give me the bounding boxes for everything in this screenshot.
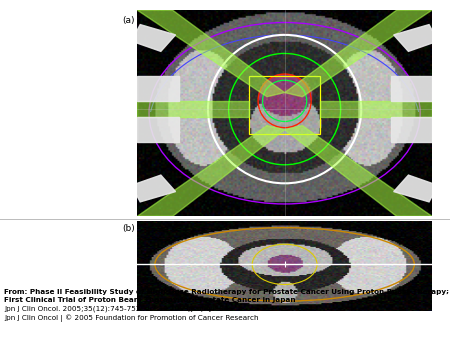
Text: From: Phase II Feasibility Study of High-Dose Radiotherapy for Prostate Cancer U: From: Phase II Feasibility Study of High… xyxy=(4,289,450,295)
Text: (b): (b) xyxy=(122,224,135,233)
Polygon shape xyxy=(137,76,179,101)
Polygon shape xyxy=(391,117,432,142)
Polygon shape xyxy=(137,126,284,216)
Polygon shape xyxy=(394,25,438,51)
Polygon shape xyxy=(284,10,432,97)
Polygon shape xyxy=(320,101,432,117)
Polygon shape xyxy=(137,10,284,97)
Polygon shape xyxy=(131,175,176,202)
Polygon shape xyxy=(131,25,176,51)
Text: Jpn J Clin Oncol. 2005;35(12):745-752. doi:10.1093/jco/hyi193: Jpn J Clin Oncol. 2005;35(12):745-752. d… xyxy=(4,306,229,312)
Polygon shape xyxy=(137,101,249,117)
Polygon shape xyxy=(137,117,179,142)
Text: Jpn J Clin Oncol | © 2005 Foundation for Promotion of Cancer Research: Jpn J Clin Oncol | © 2005 Foundation for… xyxy=(4,314,259,322)
Polygon shape xyxy=(394,175,438,202)
Polygon shape xyxy=(391,76,432,101)
Text: (a): (a) xyxy=(122,16,135,25)
Bar xyxy=(249,76,320,134)
Polygon shape xyxy=(284,126,432,216)
Text: First Clinical Trial of Proton Beam Therapy for Prostate Cancer in Japan: First Clinical Trial of Proton Beam Ther… xyxy=(4,297,296,304)
